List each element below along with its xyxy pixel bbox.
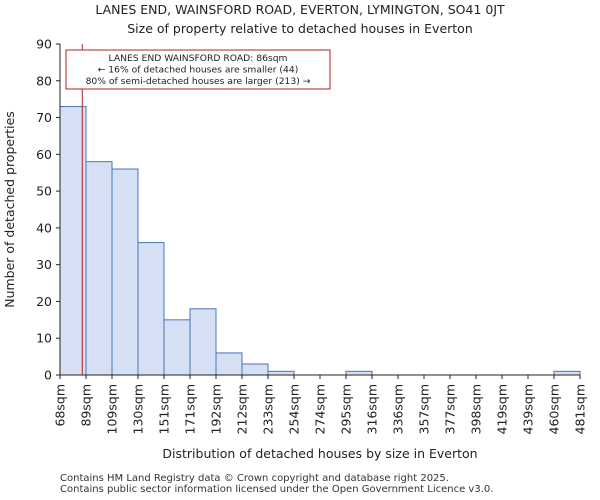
y-tick-label-60: 60 (36, 147, 52, 162)
y-tick-label-10: 10 (36, 331, 52, 346)
bar-192sqm (215, 352, 243, 376)
footer-copyright: Contains HM Land Registry data © Crown c… (60, 473, 449, 484)
x-tick-label-68sqm: 68sqm (53, 384, 68, 427)
annotation-box (65, 49, 331, 90)
bar-212sqm (241, 363, 269, 376)
y-tick-label-30: 30 (36, 257, 52, 272)
chart-subtitle: Size of property relative to detached ho… (127, 21, 473, 36)
x-tick-label-233sqm: 233sqm (261, 384, 276, 434)
x-axis: 68sqm 89sqm 109sqm 130sqm 151sqm 171sqm 192sqm… (53, 374, 588, 434)
marker-annotation: LANES END WAINSFORD ROAD: 86sqm ← 16% of… (65, 49, 331, 90)
y-axis: 0 10 20 30 40 50 60 70 80 90 (36, 37, 61, 383)
footer-licence: Contains public sector information licen… (60, 484, 494, 495)
bar-233sqm (267, 370, 295, 376)
bar-295sqm (345, 370, 373, 376)
x-tick-label-274sqm: 274sqm (313, 384, 328, 434)
x-tick-label-336sqm: 336sqm (391, 384, 406, 434)
x-axis-label: Distribution of detached houses by size … (162, 446, 477, 461)
bar-89sqm (85, 161, 113, 376)
y-tick-label-90: 90 (36, 37, 52, 52)
y-axis-label: Number of detached properties (2, 111, 17, 308)
bar-109sqm (111, 168, 139, 376)
x-tick-label-89sqm: 89sqm (79, 384, 94, 427)
x-tick-label-481sqm: 481sqm (573, 384, 588, 434)
x-tick-label-419sqm: 419sqm (495, 384, 510, 434)
y-tick-label-40: 40 (36, 220, 52, 235)
y-tick-label-70: 70 (36, 110, 52, 125)
bar-68sqm (59, 106, 87, 376)
x-tick-label-151sqm: 151sqm (157, 384, 172, 434)
bar-171sqm (189, 308, 217, 376)
x-tick-label-377sqm: 377sqm (443, 384, 458, 434)
x-tick-label-212sqm: 212sqm (235, 384, 250, 434)
y-tick-label-20: 20 (36, 294, 52, 309)
x-tick-label-109sqm: 109sqm (105, 384, 120, 434)
annotation-line-2: ← 16% of detached houses are smaller (44… (98, 65, 299, 76)
x-tick-label-398sqm: 398sqm (469, 384, 484, 434)
x-tick-label-254sqm: 254sqm (287, 384, 302, 434)
x-tick-label-130sqm: 130sqm (131, 384, 146, 434)
x-tick-label-357sqm: 357sqm (417, 384, 432, 434)
x-tick-label-460sqm: 460sqm (547, 384, 562, 434)
y-tick-label-50: 50 (36, 184, 52, 199)
x-tick-label-192sqm: 192sqm (209, 384, 224, 434)
annotation-line-3: 80% of semi-detached houses are larger (… (86, 76, 311, 87)
bar-460sqm (553, 370, 581, 376)
x-tick-label-316sqm: 316sqm (365, 384, 380, 434)
x-tick-label-295sqm: 295sqm (339, 384, 354, 434)
annotation-line-1: LANES END WAINSFORD ROAD: 86sqm (109, 53, 288, 64)
bar-130sqm (137, 242, 165, 376)
x-tick-label-439sqm: 439sqm (521, 384, 536, 434)
y-tick-label-0: 0 (44, 368, 52, 383)
chart-title: LANES END, WAINSFORD ROAD, EVERTON, LYMI… (95, 2, 505, 17)
bars-group (59, 106, 581, 376)
x-tick-label-171sqm: 171sqm (183, 384, 198, 434)
y-tick-label-80: 80 (36, 73, 52, 88)
bar-151sqm (163, 319, 191, 376)
